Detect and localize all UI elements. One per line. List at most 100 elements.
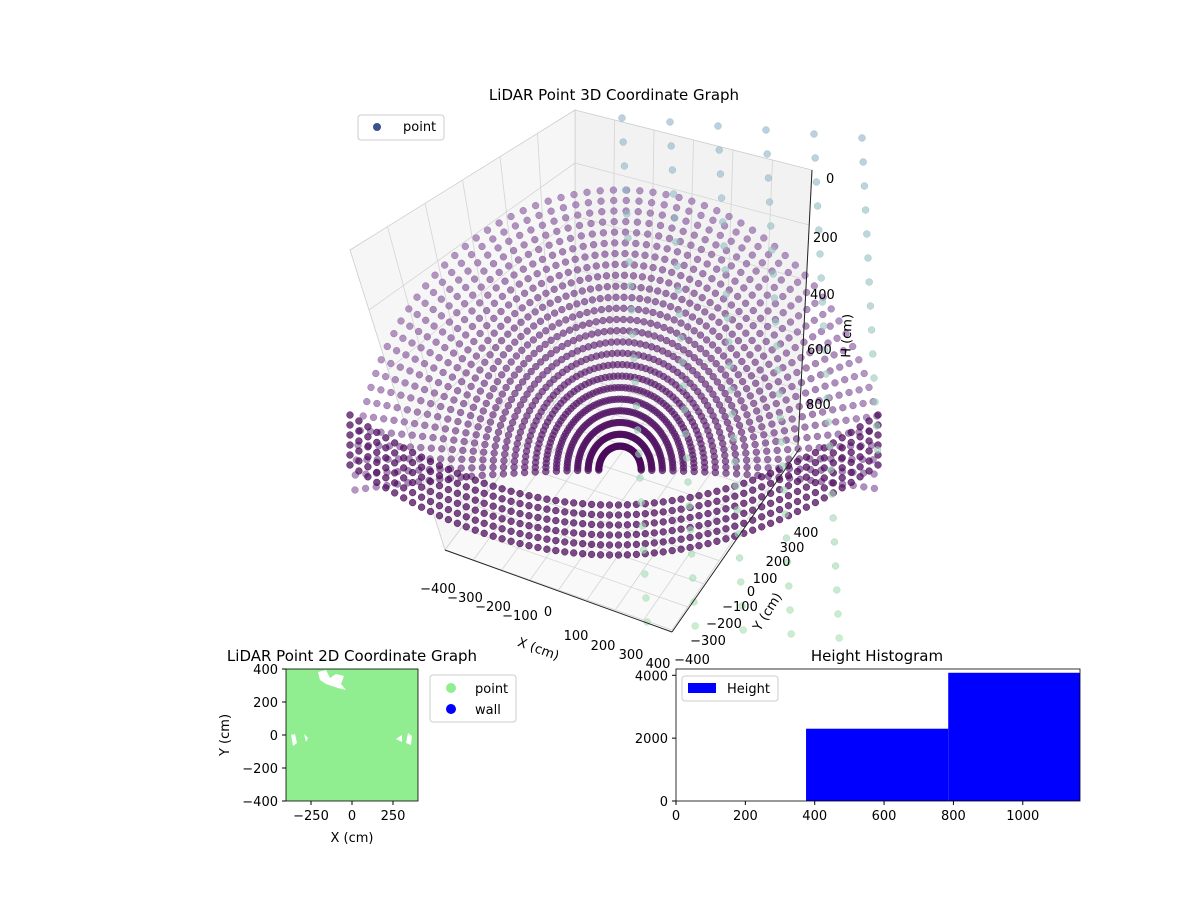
point-1664 bbox=[543, 505, 551, 513]
histogram-x-tick-3: 600 bbox=[872, 809, 897, 824]
point-2002 bbox=[859, 158, 867, 166]
point-1881 bbox=[865, 437, 873, 445]
point-426 bbox=[476, 299, 484, 307]
point-371 bbox=[515, 365, 523, 373]
point-1712 bbox=[614, 511, 623, 519]
point-1797 bbox=[740, 499, 748, 507]
point-1838 bbox=[802, 463, 811, 471]
point-446 bbox=[510, 324, 518, 332]
point-1643 bbox=[507, 527, 515, 535]
point-852 bbox=[642, 307, 650, 315]
point-1631 bbox=[489, 522, 497, 530]
point-108 bbox=[470, 439, 479, 447]
point-1639 bbox=[507, 487, 515, 495]
point-1922 bbox=[677, 334, 685, 342]
point-136 bbox=[431, 423, 439, 431]
point-998 bbox=[693, 303, 702, 311]
point-1954 bbox=[737, 578, 745, 586]
point-1574 bbox=[408, 458, 417, 467]
point-499 bbox=[495, 268, 503, 277]
point-232 bbox=[444, 382, 452, 391]
point-685 bbox=[588, 296, 597, 304]
point-1337 bbox=[801, 389, 810, 397]
point-1761 bbox=[686, 513, 694, 522]
point-1961 bbox=[767, 222, 775, 230]
point-1114 bbox=[700, 362, 708, 371]
point-1908 bbox=[638, 522, 647, 530]
point-1191 bbox=[754, 344, 762, 352]
point-1680 bbox=[561, 548, 569, 556]
point-1198 bbox=[811, 299, 819, 307]
point-143 bbox=[359, 412, 367, 420]
point-36 bbox=[468, 464, 476, 472]
point-526 bbox=[489, 235, 497, 243]
point-540 bbox=[548, 323, 556, 331]
point-227 bbox=[492, 404, 500, 412]
point-1843 bbox=[811, 448, 820, 457]
histogram-legend-box bbox=[681, 675, 779, 702]
point-1558 bbox=[382, 464, 390, 472]
point-1584 bbox=[417, 503, 426, 511]
point-1940 bbox=[720, 242, 728, 250]
point-1689 bbox=[579, 520, 587, 528]
point-324 bbox=[498, 371, 506, 379]
chart-2d-legend: point wall bbox=[429, 674, 517, 723]
point-618 bbox=[548, 251, 557, 259]
point-947 bbox=[666, 326, 674, 334]
point-623 bbox=[531, 201, 540, 210]
point-1627 bbox=[489, 482, 497, 490]
point-1823 bbox=[775, 505, 784, 514]
point-419 bbox=[525, 354, 533, 363]
point-1006 bbox=[732, 228, 740, 236]
point-1362 bbox=[815, 397, 823, 405]
histogram-x-tick-2: 400 bbox=[802, 809, 827, 824]
point-490 bbox=[547, 349, 555, 358]
point-1244 bbox=[809, 333, 817, 341]
point-407 bbox=[431, 271, 439, 279]
point-1809 bbox=[758, 493, 766, 501]
point-140 bbox=[390, 416, 398, 424]
point-130 bbox=[493, 435, 501, 443]
point-115 bbox=[398, 430, 406, 438]
point-1871 bbox=[847, 468, 855, 477]
point-1795 bbox=[740, 479, 748, 487]
point-1916 bbox=[669, 190, 678, 198]
point-424 bbox=[490, 314, 498, 323]
point-1587 bbox=[426, 477, 435, 486]
point-1649 bbox=[516, 529, 524, 538]
chart-3d-y-tick-1: −300 bbox=[690, 634, 726, 649]
chart-3d-x-tick-8: 400 bbox=[646, 657, 671, 672]
chart-2d-gap-top bbox=[318, 670, 346, 690]
point-737 bbox=[601, 250, 609, 258]
point-1751 bbox=[668, 536, 676, 545]
point-2007 bbox=[865, 278, 873, 286]
point-778 bbox=[619, 327, 627, 335]
point-1749 bbox=[668, 516, 676, 525]
point-1637 bbox=[498, 525, 506, 533]
point-1381 bbox=[768, 420, 776, 428]
point-1964 bbox=[770, 294, 779, 302]
point-1047 bbox=[714, 304, 722, 312]
point-1598 bbox=[444, 475, 453, 484]
point-307 bbox=[432, 338, 440, 346]
point-1294 bbox=[839, 347, 848, 355]
chart-2d-gap-left-2 bbox=[304, 734, 308, 742]
point-473 bbox=[498, 292, 507, 301]
point-159 bbox=[444, 415, 452, 423]
point-1262 bbox=[761, 374, 769, 382]
point-10 bbox=[489, 470, 497, 479]
point-568 bbox=[537, 279, 546, 288]
point-1904 bbox=[633, 426, 642, 434]
point-1173 bbox=[795, 295, 803, 303]
point-1654 bbox=[525, 522, 533, 530]
point-1974 bbox=[782, 534, 791, 542]
point-1806 bbox=[749, 526, 757, 534]
point-135 bbox=[441, 425, 450, 433]
point-325 bbox=[489, 364, 497, 373]
point-645 bbox=[550, 217, 558, 225]
point-932 bbox=[690, 231, 698, 239]
point-1913 bbox=[666, 118, 674, 126]
point-1366 bbox=[855, 386, 863, 394]
point-1658 bbox=[534, 503, 542, 512]
